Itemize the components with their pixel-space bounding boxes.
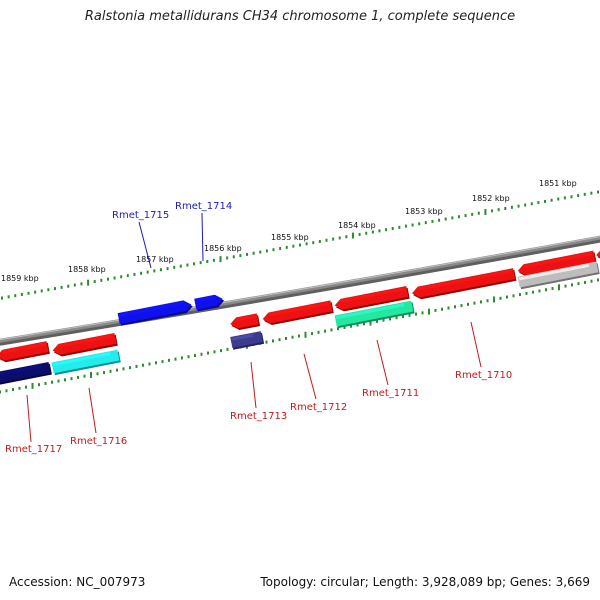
- gene-label[interactable]: Rmet_1712: [290, 402, 347, 413]
- gene-label[interactable]: Rmet_1717: [5, 444, 62, 455]
- map-title: Ralstonia metallidurans CH34 chromosome …: [84, 9, 516, 24]
- gene-leader-line: [303, 353, 317, 400]
- inner-ruler: [0, 278, 599, 394]
- ruler-kbp-label: 1851 kbp: [539, 179, 577, 188]
- gene-label[interactable]: Rmet_1716: [70, 436, 127, 447]
- outer-ruler: [1, 190, 599, 300]
- reverse-gene-block: [334, 300, 415, 329]
- reverse-gene-block: [230, 331, 265, 350]
- backbone-highlight: [0, 236, 600, 341]
- gene-leader-line: [250, 361, 257, 409]
- gene-label[interactable]: Rmet_1713: [230, 411, 287, 422]
- reverse-gene-arrow: [52, 332, 118, 357]
- gene-label[interactable]: Rmet_1710: [455, 370, 512, 381]
- reverse-gene-arrow: [262, 300, 334, 326]
- ruler-kbp-label: 1856 kbp: [204, 244, 242, 253]
- ruler-kbp-label: 1857 kbp: [136, 255, 174, 264]
- reverse-gene-arrow: [0, 341, 50, 363]
- ruler-kbp-label: 1858 kbp: [68, 265, 106, 274]
- ruler-kbp-label: 1852 kbp: [472, 194, 510, 203]
- forward-gene-arrow: [117, 300, 193, 326]
- gene-leader-line: [26, 394, 32, 443]
- summary-text: Topology: circular; Length: 3,928,089 bp…: [260, 575, 590, 589]
- ruler-kbp-label: 1853 kbp: [405, 207, 443, 216]
- ruler-kbp-label: 1854 kbp: [338, 221, 376, 230]
- gene-leader-line: [138, 221, 152, 269]
- backbone: [0, 235, 600, 343]
- forward-gene-arrow: [194, 294, 225, 312]
- reverse-gene-arrow: [411, 268, 517, 300]
- gene-leader-line: [470, 321, 482, 368]
- gene-leader-line: [88, 387, 97, 434]
- gene-label[interactable]: Rmet_1711: [362, 388, 419, 399]
- gene-leader-line: [201, 212, 204, 262]
- reverse-gene-block: [517, 261, 600, 290]
- ruler-kbp-label: 1859 kbp: [1, 274, 39, 283]
- accession-text: Accession: NC_007973: [9, 575, 146, 589]
- reverse-gene-arrow: [230, 313, 261, 331]
- reverse-gene-arrow: [517, 250, 597, 277]
- gene-label[interactable]: Rmet_1715: [112, 210, 169, 221]
- gene-leader-line: [376, 339, 389, 386]
- reverse-gene-arrow: [334, 286, 410, 312]
- reverse-gene-block: [51, 349, 121, 376]
- reverse-gene-block: [0, 361, 52, 385]
- ruler-kbp-label: 1855 kbp: [271, 233, 309, 242]
- gene-label[interactable]: Rmet_1714: [175, 201, 232, 212]
